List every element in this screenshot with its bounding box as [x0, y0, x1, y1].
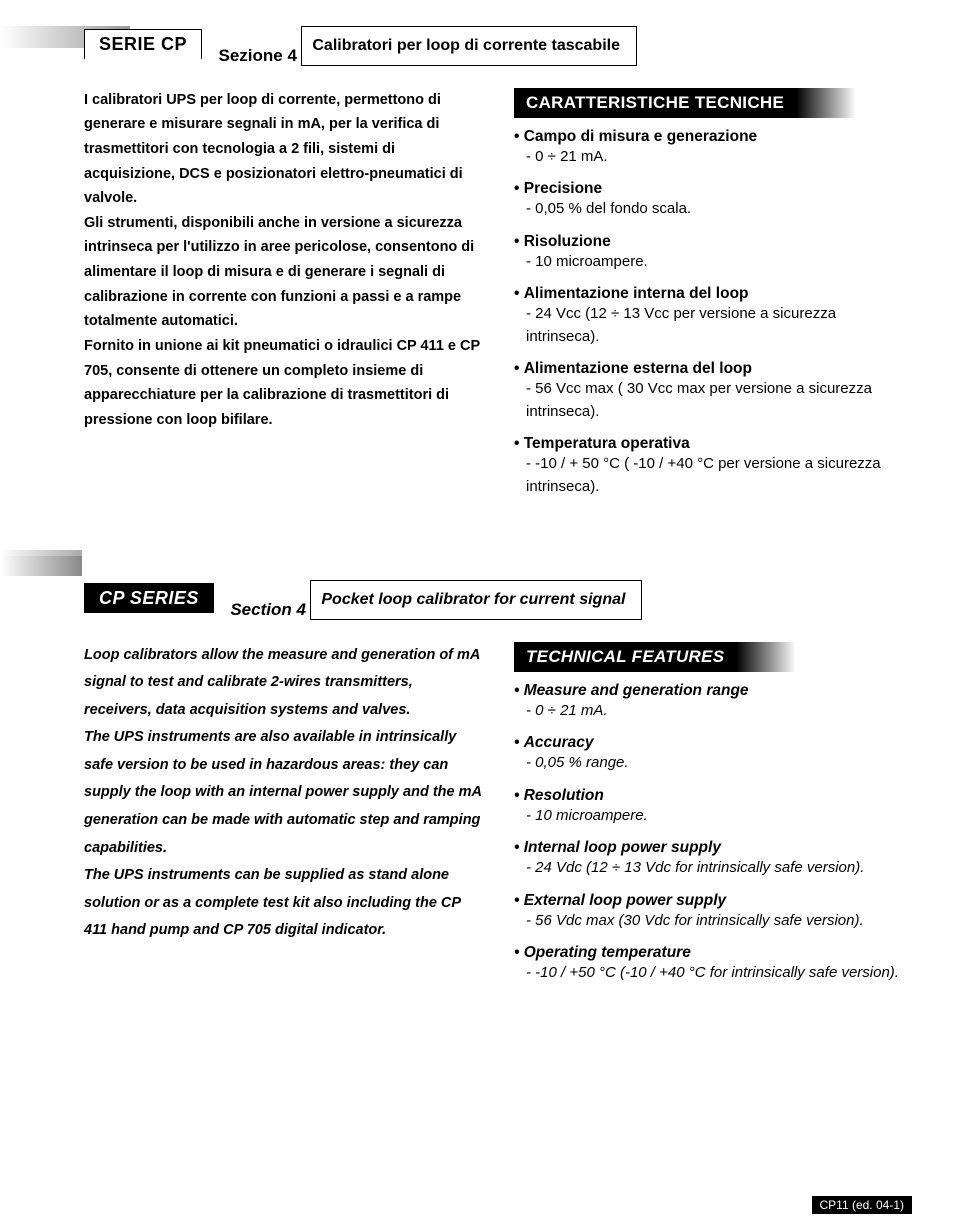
feature-head: Precisione [514, 180, 912, 198]
feature-sub: - -10 / +50 °C (-10 / +40 °C for intrins… [514, 962, 912, 985]
feature-sub: - 10 microampere. [514, 805, 912, 828]
feature-head: Temperatura operativa [514, 435, 912, 453]
feature-list-en: Measure and generation range- 0 ÷ 21 mA.… [514, 682, 912, 985]
feature-head: Campo di misura e generazione [514, 128, 912, 146]
feature-item: External loop power supply- 56 Vdc max (… [514, 892, 912, 933]
series-tab-en: CP SERIES [84, 583, 214, 613]
feature-item: Resolution- 10 microampere. [514, 787, 912, 828]
page-footer-tag: CP11 (ed. 04-1) [812, 1196, 913, 1214]
feature-sub: - 56 Vcc max ( 30 Vcc max per versione a… [514, 378, 912, 423]
features-col-en: TECHNICAL FEATURES Measure and generatio… [514, 642, 912, 997]
feature-list-it: Campo di misura e generazione- 0 ÷ 21 mA… [514, 128, 912, 499]
feature-sub: - 0,05 % range. [514, 752, 912, 775]
body-text-en: Loop calibrators allow the measure and g… [84, 642, 484, 997]
feature-sub: - 24 Vcc (12 ÷ 13 Vcc per versione a sic… [514, 303, 912, 348]
feature-item: Alimentazione esterna del loop- 56 Vcc m… [514, 360, 912, 423]
features-col-it: CARATTERISTICHE TECNICHE Campo di misura… [514, 88, 912, 511]
feature-head: Accuracy [514, 734, 912, 752]
feature-item: Accuracy- 0,05 % range. [514, 734, 912, 775]
page: SERIE CP Sezione 4 Calibratori per loop … [0, 0, 960, 997]
feature-item: Campo di misura e generazione- 0 ÷ 21 mA… [514, 128, 912, 169]
feature-sub: - 10 microampere. [514, 251, 912, 274]
feature-sub: - -10 / + 50 °C ( -10 / +40 °C per versi… [514, 453, 912, 498]
features-header-wrap-it: CARATTERISTICHE TECNICHE [514, 88, 912, 118]
feature-item: Measure and generation range- 0 ÷ 21 mA. [514, 682, 912, 723]
decorative-gradient [796, 88, 856, 118]
decorative-gradient [736, 642, 796, 672]
section-label-en: Section 4 [230, 600, 306, 620]
feature-sub: - 0,05 % del fondo scala. [514, 198, 912, 221]
italian-section: SERIE CP Sezione 4 Calibratori per loop … [48, 26, 912, 510]
feature-head: Operating temperature [514, 944, 912, 962]
feature-item: Alimentazione interna del loop- 24 Vcc (… [514, 285, 912, 348]
feature-sub: - 24 Vdc (12 ÷ 13 Vdc for intrinsically … [514, 857, 912, 880]
body-text-it: I calibratori UPS per loop di corrente, … [84, 88, 484, 511]
feature-item: Temperatura operativa- -10 / + 50 °C ( -… [514, 435, 912, 498]
english-section: CP SERIES Section 4 Pocket loop calibrat… [48, 580, 912, 997]
english-header: CP SERIES Section 4 Pocket loop calibrat… [84, 580, 912, 620]
features-title-en: TECHNICAL FEATURES [514, 642, 736, 672]
feature-sub: - 0 ÷ 21 mA. [514, 146, 912, 169]
columns-en: Loop calibrators allow the measure and g… [84, 642, 912, 997]
feature-head: External loop power supply [514, 892, 912, 910]
feature-item: Internal loop power supply- 24 Vdc (12 ÷… [514, 839, 912, 880]
subtitle-box-en: Pocket loop calibrator for current signa… [310, 580, 642, 620]
feature-item: Operating temperature- -10 / +50 °C (-10… [514, 944, 912, 985]
feature-head: Risoluzione [514, 233, 912, 251]
italian-header: SERIE CP Sezione 4 Calibratori per loop … [84, 26, 912, 66]
feature-sub: - 56 Vdc max (30 Vdc for intrinsically s… [514, 910, 912, 933]
section-label-it: Sezione 4 [218, 46, 296, 66]
decorative-gradient [0, 556, 82, 576]
subtitle-box-it: Calibratori per loop di corrente tascabi… [301, 26, 637, 66]
feature-head: Measure and generation range [514, 682, 912, 700]
feature-item: Risoluzione- 10 microampere. [514, 233, 912, 274]
feature-head: Alimentazione interna del loop [514, 285, 912, 303]
series-tab-it: SERIE CP [84, 29, 202, 59]
feature-item: Precisione- 0,05 % del fondo scala. [514, 180, 912, 221]
feature-sub: - 0 ÷ 21 mA. [514, 700, 912, 723]
feature-head: Alimentazione esterna del loop [514, 360, 912, 378]
feature-head: Resolution [514, 787, 912, 805]
features-header-wrap-en: TECHNICAL FEATURES [514, 642, 912, 672]
columns-it: I calibratori UPS per loop di corrente, … [84, 88, 912, 511]
section-divider [0, 550, 960, 580]
features-title-it: CARATTERISTICHE TECNICHE [514, 88, 796, 118]
feature-head: Internal loop power supply [514, 839, 912, 857]
